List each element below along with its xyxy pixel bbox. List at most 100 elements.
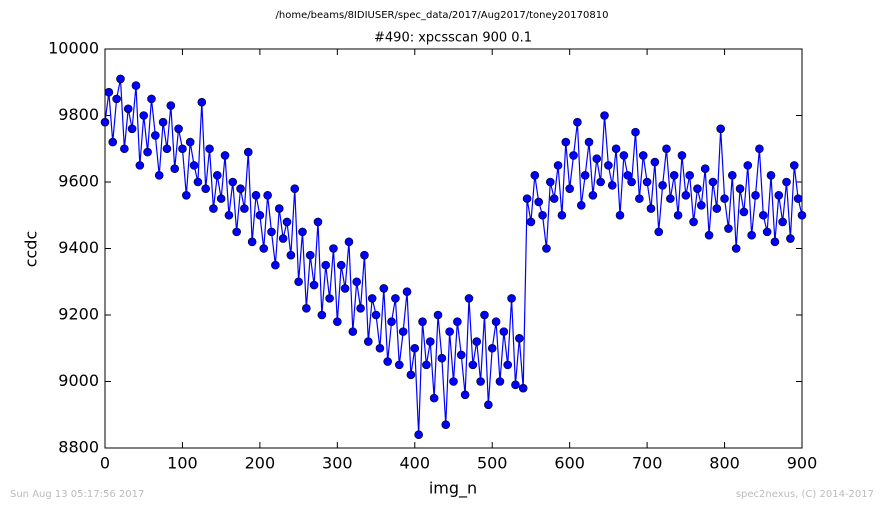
data-point xyxy=(697,200,706,210)
data-point xyxy=(673,210,683,220)
data-point xyxy=(530,171,540,180)
footer-right: spec2nexus, (C) 2014-2017 xyxy=(736,489,874,500)
data-point xyxy=(456,350,466,360)
data-point xyxy=(495,377,505,386)
data-point xyxy=(364,337,373,346)
data-point xyxy=(422,360,431,370)
data-point xyxy=(642,177,652,187)
data-point xyxy=(526,217,536,227)
data-point xyxy=(716,124,725,134)
data-point xyxy=(286,250,296,260)
data-point xyxy=(445,327,454,336)
data-point xyxy=(367,294,377,303)
data-point xyxy=(650,157,660,167)
data-point xyxy=(778,217,787,227)
data-point xyxy=(251,191,261,200)
data-point xyxy=(464,294,474,303)
data-point xyxy=(433,310,443,320)
data-point xyxy=(371,310,381,320)
data-point xyxy=(410,343,420,353)
data-point xyxy=(592,154,602,164)
data-point xyxy=(274,204,284,213)
y-tick-label: 9400 xyxy=(58,238,99,257)
data-point xyxy=(677,151,687,160)
data-point xyxy=(298,227,307,237)
data-point xyxy=(123,104,133,114)
y-tick-label: 10000 xyxy=(48,39,99,58)
data-point xyxy=(271,260,280,270)
data-point xyxy=(449,377,458,386)
data-point xyxy=(638,151,648,160)
data-point xyxy=(662,144,671,154)
data-point xyxy=(429,393,439,403)
data-point xyxy=(437,353,447,363)
data-point xyxy=(503,360,513,370)
data-point xyxy=(666,194,675,203)
data-point xyxy=(394,360,404,370)
data-point xyxy=(236,184,245,193)
y-tick-label: 9200 xyxy=(58,305,99,324)
data-point xyxy=(751,191,760,200)
data-point xyxy=(580,171,590,180)
data-point xyxy=(100,117,110,127)
data-point xyxy=(453,317,462,326)
data-point xyxy=(658,181,667,190)
data-point xyxy=(104,87,114,97)
data-point xyxy=(360,250,369,260)
data-point xyxy=(600,111,609,120)
data-point xyxy=(178,144,187,154)
data-point xyxy=(143,147,152,157)
data-point xyxy=(151,131,160,140)
data-point xyxy=(131,81,141,90)
data-point xyxy=(739,207,749,217)
data-point xyxy=(158,117,168,127)
data-point xyxy=(743,161,753,170)
data-point xyxy=(766,171,776,180)
data-point xyxy=(569,151,578,160)
data-point xyxy=(511,380,520,390)
data-point xyxy=(576,200,586,210)
data-point xyxy=(418,317,427,326)
data-point xyxy=(727,171,737,180)
data-point xyxy=(762,227,772,237)
data-point xyxy=(619,151,629,160)
data-point xyxy=(414,430,423,440)
data-point xyxy=(278,234,288,243)
suptitle: /home/beams/8IDIUSER/spec_data/2017/Aug2… xyxy=(276,10,609,21)
data-point xyxy=(127,124,137,134)
data-point xyxy=(724,224,733,233)
data-point xyxy=(549,194,559,203)
data-point xyxy=(398,327,408,336)
x-tick-label: 0 xyxy=(100,454,110,473)
data-point xyxy=(321,260,331,270)
data-point xyxy=(631,127,640,137)
x-tick-label: 300 xyxy=(322,454,353,473)
data-point xyxy=(627,177,636,187)
data-point xyxy=(209,204,218,213)
data-point xyxy=(174,124,183,134)
data-point xyxy=(294,277,303,287)
data-point xyxy=(782,177,791,187)
data-point xyxy=(476,377,485,386)
data-point xyxy=(758,210,768,220)
data-point xyxy=(344,237,354,247)
data-point xyxy=(797,210,807,220)
data-point xyxy=(480,310,489,320)
data-point xyxy=(329,244,338,253)
x-axis-label: img_n xyxy=(429,479,477,499)
data-point xyxy=(240,204,249,213)
data-point xyxy=(290,184,300,193)
data-point xyxy=(789,161,799,170)
data-point xyxy=(302,304,311,313)
data-point xyxy=(120,144,129,154)
data-point xyxy=(189,161,199,170)
data-point xyxy=(468,360,478,370)
data-point xyxy=(460,390,470,400)
data-point xyxy=(205,144,214,154)
data-point xyxy=(383,357,392,366)
y-tick-label: 9600 xyxy=(58,172,99,191)
plot-frame xyxy=(104,48,803,449)
data-point xyxy=(542,244,551,253)
